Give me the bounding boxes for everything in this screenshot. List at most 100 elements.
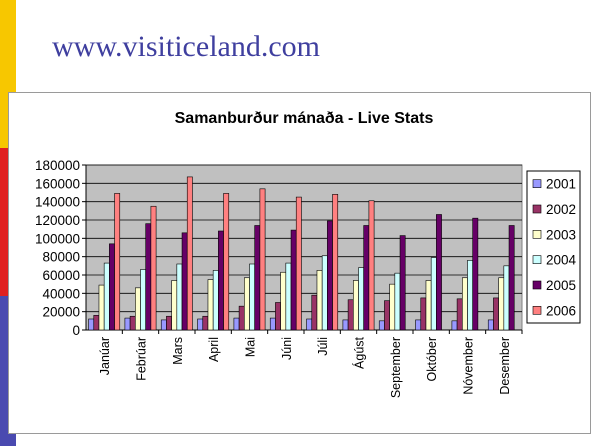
legend-label-2003: 2003 [546, 227, 576, 242]
legend-swatch-2002 [532, 204, 542, 214]
bar-2004-4 [249, 263, 255, 331]
bar-2005-0 [109, 243, 115, 331]
bar-2002-1 [129, 315, 136, 331]
y-tick-label: 80000 [42, 250, 80, 265]
bar-2005-8 [399, 235, 406, 331]
bar-2003-6 [316, 270, 323, 331]
y-tick-label: 20000 [42, 305, 80, 320]
monthly-comparison-chart: Samanburður mánaða - Live Stats 0 20000 400… [35, 110, 581, 398]
bar-2001-8 [378, 320, 385, 331]
bar-2005-7 [363, 225, 370, 331]
bar-2005-3 [218, 230, 224, 331]
y-tick-label: 60000 [42, 268, 80, 283]
bar-2005-2 [181, 232, 188, 331]
x-tick-label: Nóvember [462, 337, 476, 395]
bar-2005-1 [145, 223, 152, 331]
bar-2001-3 [197, 318, 204, 331]
bar-2001-10 [451, 320, 458, 331]
bar-2006-2 [186, 176, 193, 331]
legend-swatch-2005 [532, 280, 542, 290]
bar-2003-0 [98, 284, 105, 331]
bar-2003-9 [425, 280, 432, 331]
legend-label-2004: 2004 [546, 253, 577, 268]
bar-2001-7 [342, 319, 349, 331]
bar-2004-5 [285, 262, 292, 331]
chart-frame: Samanburður mánaða - Live Stats 0 20000 400… [8, 92, 591, 434]
x-tick-label: Febrúar [135, 337, 149, 381]
bar-2001-4 [233, 317, 240, 331]
bar-2002-6 [311, 294, 318, 331]
bar-2004-8 [394, 272, 401, 331]
bar-2002-11 [493, 297, 499, 331]
bar-2002-5 [275, 302, 281, 331]
bar-2004-11 [503, 265, 510, 331]
x-tick-label: Desember [498, 337, 512, 395]
bar-2001-2 [160, 319, 167, 331]
y-tick-label: 40000 [42, 286, 80, 301]
y-tick-label: 0 [72, 323, 80, 338]
bar-2002-3 [202, 315, 209, 331]
bar-2004-7 [358, 267, 364, 331]
bar-2001-9 [415, 319, 422, 331]
bar-2006-0 [114, 193, 121, 331]
x-tick-label: Október [425, 337, 439, 381]
legend-label-2005: 2005 [546, 278, 576, 293]
bar-2003-4 [244, 277, 250, 331]
bar-2005-9 [436, 214, 442, 331]
bar-2002-7 [347, 299, 354, 331]
x-tick-label: Júli [316, 337, 330, 356]
legend-label-2006: 2006 [546, 303, 576, 318]
bar-2004-9 [430, 257, 437, 331]
bar-2006-5 [295, 196, 302, 331]
bar-2001-5 [269, 317, 276, 331]
bar-2005-6 [327, 220, 333, 331]
bar-2004-2 [176, 263, 183, 331]
bar-2005-10 [472, 217, 479, 331]
bar-2005-11 [508, 225, 515, 331]
x-tick-label: Mars [171, 337, 185, 365]
bar-2005-4 [254, 225, 261, 331]
x-tick-label: September [389, 337, 403, 398]
y-tick-label: 120000 [35, 213, 80, 228]
slide-heading: www.visiticeland.com [52, 30, 320, 63]
bar-2004-6 [321, 255, 328, 331]
bar-2002-2 [166, 315, 172, 331]
bar-2002-10 [456, 298, 463, 331]
bar-2003-2 [171, 280, 178, 331]
legend-swatch-2003 [532, 230, 542, 239]
y-tick-label: 180000 [35, 158, 80, 173]
bar-2005-5 [290, 229, 297, 331]
bar-2004-3 [212, 270, 219, 331]
y-tick-label: 100000 [35, 231, 80, 246]
bar-2003-11 [498, 277, 505, 331]
bar-2003-5 [280, 271, 287, 331]
bar-2004-1 [140, 269, 146, 331]
x-tick-label: Júni [280, 337, 294, 360]
bar-2006-3 [223, 193, 230, 331]
x-tick-label: Janúar [98, 337, 112, 375]
bar-2001-6 [306, 318, 313, 331]
bar-2001-0 [88, 318, 95, 331]
legend [526, 170, 581, 324]
legend-label-2001: 2001 [546, 177, 576, 192]
bar-2002-8 [384, 300, 390, 331]
x-tick-label: April [207, 337, 221, 362]
y-tick-label: 160000 [35, 176, 80, 191]
bar-2006-4 [259, 188, 266, 331]
x-tick-label: Ágúst [352, 336, 367, 368]
legend-label-2002: 2002 [546, 202, 576, 217]
legend-swatch-2004 [532, 255, 542, 264]
bar-2006-7 [368, 200, 375, 331]
bar-2003-1 [135, 287, 141, 331]
bar-2003-8 [389, 283, 396, 331]
bar-2002-9 [420, 297, 427, 331]
chart-title: Samanburður mánaða - Live Stats [175, 110, 434, 127]
bar-2006-1 [150, 205, 157, 331]
bar-2004-0 [103, 262, 110, 331]
bar-2003-7 [352, 280, 359, 331]
y-tick-label: 140000 [35, 195, 80, 210]
bar-2003-10 [461, 277, 468, 331]
bar-2006-6 [332, 194, 339, 331]
bar-2003-3 [207, 279, 214, 331]
bar-2004-10 [467, 260, 473, 331]
